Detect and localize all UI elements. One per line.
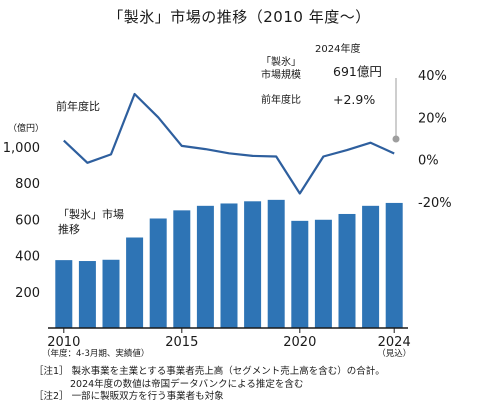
left-tick-label-1000: 1,000 bbox=[3, 141, 40, 156]
bar-2012 bbox=[102, 259, 120, 328]
annotation-marker bbox=[392, 135, 400, 143]
x-axis-note-forecast: （見込） bbox=[377, 348, 411, 359]
annotation-yoy-value: +2.9% bbox=[333, 92, 375, 107]
annotation-market-label: 「製氷」 bbox=[261, 55, 301, 68]
x-tick-label-2020: 2020 bbox=[283, 335, 316, 350]
bar-2011 bbox=[78, 261, 96, 328]
right-tick-label-0: 0% bbox=[418, 154, 439, 169]
x-tick-label-2010: 2010 bbox=[47, 335, 80, 350]
annotation-market-label2: 市場規模 bbox=[261, 68, 301, 81]
bar-2014 bbox=[149, 218, 167, 328]
bar-2020 bbox=[291, 220, 309, 328]
line-series-label: 前年度比 bbox=[56, 99, 100, 113]
footnotes: ［注1］ 製氷事業を主業とする事業者売上高（セグメント売上高を含む）の合計。 2… bbox=[34, 366, 385, 404]
x-tick-label-2024: 2024 bbox=[378, 335, 411, 350]
line-series-yoy bbox=[63, 92, 395, 195]
bar-2013 bbox=[126, 237, 144, 328]
right-tick-label-20: 20% bbox=[418, 111, 447, 126]
bar-2010 bbox=[55, 260, 73, 328]
bar-2016 bbox=[196, 205, 214, 328]
annotation-year: 2024年度 bbox=[315, 42, 360, 55]
right-tick-label--20: -20% bbox=[418, 196, 452, 211]
left-tick-label-200: 200 bbox=[15, 286, 40, 301]
bar-2017 bbox=[220, 203, 238, 328]
bar-2021 bbox=[314, 219, 332, 328]
bar-2022 bbox=[338, 213, 356, 328]
bar-2024 bbox=[385, 202, 403, 328]
left-tick-label-400: 400 bbox=[15, 250, 40, 265]
right-tick-label-40: 40% bbox=[418, 69, 447, 84]
bar-series-label-1: 「製氷」市場 bbox=[58, 207, 124, 221]
annotation-market-value: 691億円 bbox=[333, 64, 382, 79]
bar-2018 bbox=[244, 201, 262, 328]
bar-series-label-2: 推移 bbox=[58, 222, 80, 236]
bar-2015 bbox=[173, 210, 191, 328]
left-tick-label-800: 800 bbox=[15, 177, 40, 192]
footnote-1-cont: 2024年度の数値は帝国データバンクによる推定を含む bbox=[70, 378, 304, 390]
x-axis-note: （年度：4-3月期、実績値） bbox=[42, 348, 149, 359]
x-tick-label-2015: 2015 bbox=[165, 335, 198, 350]
footnote-1: ［注1］ 製氷事業を主業とする事業者売上高（セグメント売上高を含む）の合計。 bbox=[34, 366, 385, 377]
chart-title: 「製氷」市場の推移（2010 年度～） bbox=[108, 8, 371, 26]
left-tick-label-600: 600 bbox=[15, 213, 40, 228]
annotation-yoy-label: 前年度比 bbox=[261, 93, 301, 106]
left-axis-unit: （億円） bbox=[8, 122, 44, 134]
bar-2023 bbox=[362, 205, 380, 328]
footnote-2: ［注2］ 一部に製販双方を行う事業者も対象 bbox=[34, 391, 224, 402]
bar-2019 bbox=[267, 199, 285, 328]
